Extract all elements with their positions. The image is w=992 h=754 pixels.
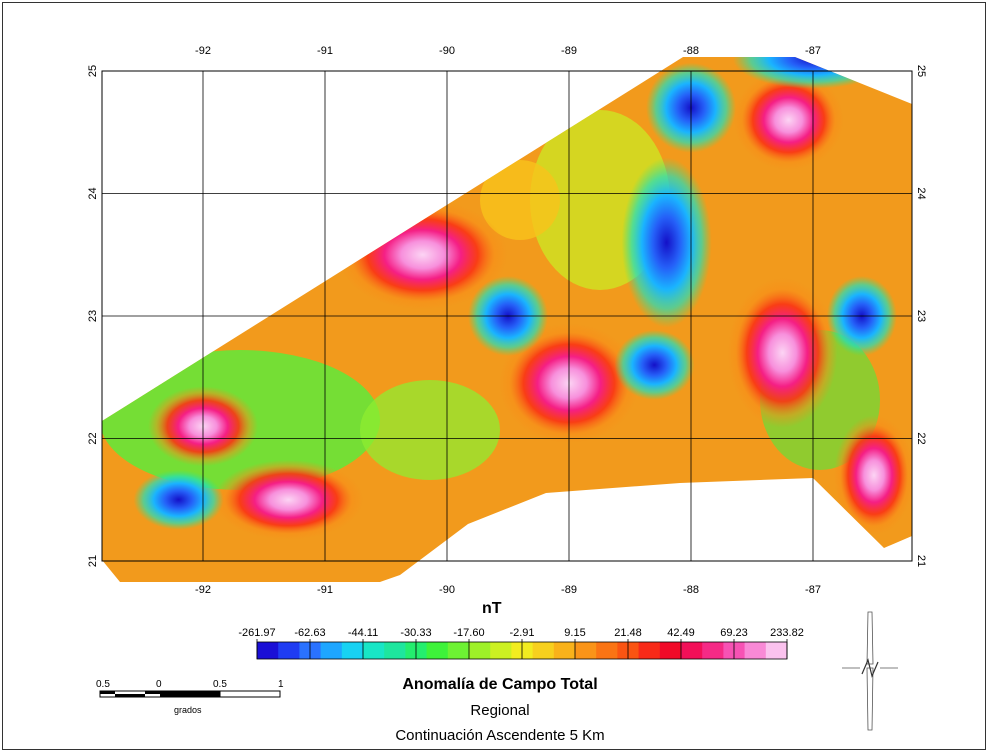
lon-tick-top: -92: [195, 45, 211, 57]
north-arrow-icon: [842, 611, 898, 731]
scale-label-4: 1: [278, 679, 284, 690]
scale-label-1: 0.5: [96, 679, 110, 690]
legend-value: 233.82: [770, 627, 804, 639]
legend-swatch: [341, 642, 364, 659]
scale-label-2: 0: [156, 679, 162, 690]
lat-ticks-right: 25 24 23 22 21: [915, 65, 927, 567]
scale-unit: grados: [174, 705, 202, 715]
legend-swatch: [596, 642, 618, 659]
legend-swatch: [702, 642, 724, 659]
lon-tick-top: -89: [561, 45, 577, 57]
lat-tick-left: 24: [87, 187, 99, 199]
legend-swatch: [469, 642, 491, 659]
legend-swatch: [532, 642, 555, 659]
scale-label-3: 0.5: [213, 679, 227, 690]
legend-swatch: [257, 642, 279, 659]
legend-swatch: [575, 642, 597, 659]
high-anomaly: [834, 415, 912, 536]
low-anomaly: [614, 330, 695, 400]
lat-tick-right: 24: [915, 187, 927, 199]
low-anomaly: [621, 157, 712, 328]
legend-swatch: [363, 642, 385, 659]
lon-ticks-top: -92 -91 -90 -89 -88 -87: [195, 45, 821, 57]
lat-tick-right: 23: [915, 310, 927, 322]
legend-swatch: [681, 642, 703, 659]
map-title: Anomalía de Campo Total: [402, 676, 598, 693]
map-subtitle-2: Continuación Ascendente 5 Km: [395, 727, 605, 744]
legend-value: 21.48: [614, 627, 642, 639]
lat-ticks-left: 25 24 23 22 21: [87, 65, 99, 567]
anomaly-field: [102, 57, 912, 582]
legend-swatch: [384, 642, 406, 659]
legend-value: -30.33: [400, 627, 431, 639]
lon-tick-top: -88: [683, 45, 699, 57]
legend-value: -44.11: [348, 627, 378, 639]
legend-labels: -261.97 -62.63 -44.11 -30.33 -17.60 -2.91 9.15…: [238, 627, 804, 659]
lon-tick-top: -91: [317, 45, 333, 57]
lon-ticks-bottom: -92 -91 -90 -89 -88 -87: [195, 584, 821, 596]
lon-tick-bottom: -88: [683, 584, 699, 596]
legend-value: -2.91: [509, 627, 534, 639]
map-subtitle-1: Regional: [470, 702, 530, 719]
legend-value: 9.15: [564, 627, 585, 639]
lon-tick-top: -87: [805, 45, 821, 57]
high-anomaly: [727, 277, 838, 428]
lat-tick-right: 21: [915, 555, 927, 567]
lon-tick-bottom: -87: [805, 584, 821, 596]
lon-tick-bottom: -91: [317, 584, 333, 596]
high-anomaly: [733, 70, 844, 170]
legend-unit: nT: [482, 600, 502, 617]
legend-value: -62.63: [294, 627, 325, 639]
legend-swatch: [659, 642, 682, 659]
lat-tick-right: 25: [915, 65, 927, 77]
legend-swatch: [765, 642, 788, 659]
lat-tick-left: 25: [87, 65, 99, 77]
legend-value: 42.49: [667, 627, 695, 639]
legend-swatch: [426, 642, 449, 659]
scale-bar: 0.5 0 0.5 1 grados: [96, 679, 284, 715]
legend-swatch: [447, 642, 470, 659]
lon-tick-bottom: -92: [195, 584, 211, 596]
low-anomaly: [133, 469, 224, 530]
lat-tick-right: 22: [915, 432, 927, 444]
high-anomaly: [213, 459, 364, 540]
lon-tick-top: -90: [439, 45, 455, 57]
map-border: [101, 70, 913, 562]
lat-tick-left: 22: [87, 432, 99, 444]
legend-swatch: [553, 642, 576, 659]
legend-swatch: [744, 642, 767, 659]
legend-value: 69.23: [720, 627, 748, 639]
legend-swatch: [278, 642, 300, 659]
legend-swatch: [638, 642, 661, 659]
legend-swatch: [320, 642, 343, 659]
lat-tick-left: 23: [87, 310, 99, 322]
lon-tick-bottom: -90: [439, 584, 455, 596]
legend-swatch: [490, 642, 512, 659]
legend-value: -261.97: [238, 627, 275, 639]
legend-value: -17.60: [453, 627, 484, 639]
lon-tick-bottom: -89: [561, 584, 577, 596]
lat-tick-left: 21: [87, 555, 99, 567]
